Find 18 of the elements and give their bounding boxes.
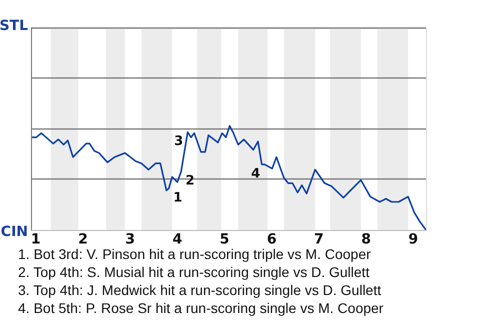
text: 3. Top 4th: J. Medwick hit a run-scoring single vs D. Gullett — [18, 282, 382, 298]
x-tick-label: 6 — [266, 232, 277, 248]
x-tick-label: 9 — [408, 232, 418, 248]
x-tick-label: 7 — [314, 232, 324, 248]
x-tick-label: 5 — [220, 232, 230, 248]
text: CIN — [0, 224, 28, 240]
text: 4. Bot 5th: P. Rose Sr hit a run-scoring single vs M. Cooper — [18, 300, 384, 316]
annotation: 3 — [174, 134, 184, 150]
x-tick-label: 1 — [30, 232, 41, 248]
annotation: 4 — [251, 166, 260, 182]
text: 1. Bot 3rd: V. Pinson hit a run-scoring triple vs M. Cooper — [18, 246, 372, 262]
x-tick-label: 2 — [78, 232, 88, 248]
x-tick-label: 3 — [125, 232, 136, 248]
text: 2. Top 4th: S. Musial hit a run-scoring single vs D. Gullett — [18, 264, 370, 280]
text: STL — [0, 18, 28, 34]
annotation: 1 — [173, 190, 182, 206]
x-tick-label: 8 — [361, 232, 371, 248]
x-tick-label: 4 — [172, 232, 182, 248]
